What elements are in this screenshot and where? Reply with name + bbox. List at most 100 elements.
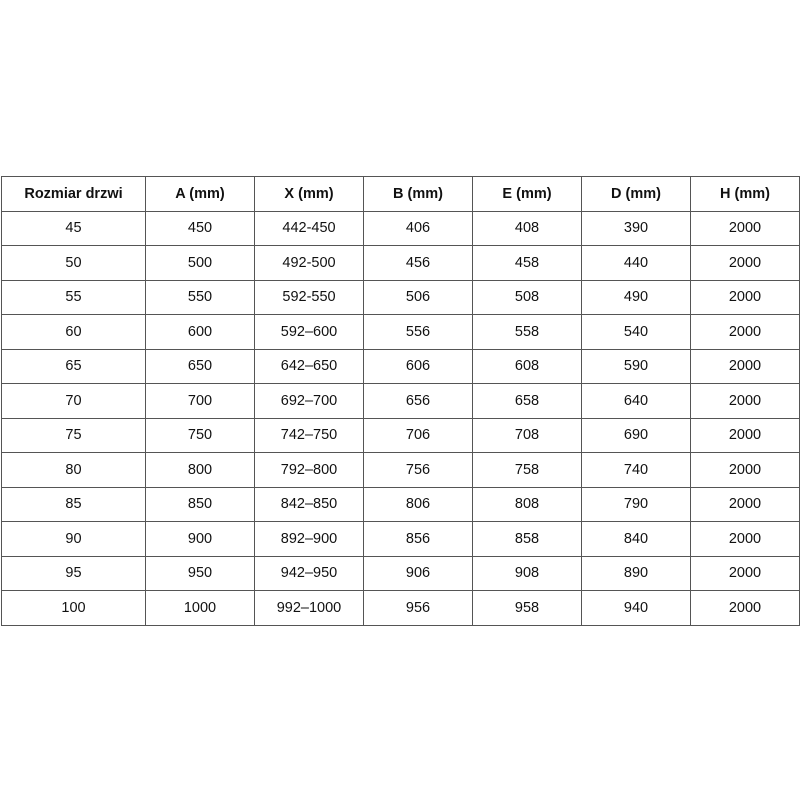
table-cell: 75	[1, 417, 146, 453]
table-cell: 2000	[690, 452, 800, 488]
table-cell: 2000	[690, 348, 800, 384]
table-cell: 100	[1, 590, 146, 626]
table-cell: 2000	[690, 210, 800, 246]
table-cell: 956	[363, 590, 473, 626]
table-row: 85 850 842–850 806 808 790 2000	[1, 486, 800, 522]
table-cell: 590	[581, 348, 691, 384]
table-cell: 558	[472, 314, 582, 350]
table-cell: 906	[363, 555, 473, 591]
table-cell: 492-500	[254, 245, 364, 281]
table-cell: 508	[472, 279, 582, 315]
table-cell: 406	[363, 210, 473, 246]
table-cell: 65	[1, 348, 146, 384]
table-cell: 2000	[690, 383, 800, 419]
table-cell: 450	[145, 210, 255, 246]
table-cell: 85	[1, 486, 146, 522]
table-cell: 1000	[145, 590, 255, 626]
table-row: 55 550 592-550 506 508 490 2000	[1, 279, 800, 315]
table-cell: 506	[363, 279, 473, 315]
table-cell: 95	[1, 555, 146, 591]
table-cell: 950	[145, 555, 255, 591]
column-header: B (mm)	[363, 176, 473, 212]
column-header: E (mm)	[472, 176, 582, 212]
table-cell: 550	[145, 279, 255, 315]
table-cell: 908	[472, 555, 582, 591]
table-cell: 50	[1, 245, 146, 281]
table-cell: 658	[472, 383, 582, 419]
table-cell: 942–950	[254, 555, 364, 591]
table-cell: 55	[1, 279, 146, 315]
table-cell: 790	[581, 486, 691, 522]
table-cell: 750	[145, 417, 255, 453]
table-cell: 840	[581, 521, 691, 557]
table-cell: 806	[363, 486, 473, 522]
table-cell: 640	[581, 383, 691, 419]
table-cell: 900	[145, 521, 255, 557]
table-cell: 758	[472, 452, 582, 488]
table-row: 95 950 942–950 906 908 890 2000	[1, 555, 800, 591]
table-cell: 2000	[690, 279, 800, 315]
header-row: Rozmiar drzwi A (mm) X (mm) B (mm) E (mm) D (…	[1, 176, 800, 212]
column-header: H (mm)	[690, 176, 800, 212]
table-cell: 850	[145, 486, 255, 522]
table-cell: 442-450	[254, 210, 364, 246]
table-cell: 690	[581, 417, 691, 453]
table-cell: 2000	[690, 314, 800, 350]
table-cell: 642–650	[254, 348, 364, 384]
table-cell: 958	[472, 590, 582, 626]
table-cell: 858	[472, 521, 582, 557]
table-cell: 556	[363, 314, 473, 350]
table-cell: 742–750	[254, 417, 364, 453]
table-cell: 70	[1, 383, 146, 419]
table-cell: 500	[145, 245, 255, 281]
table-cell: 792–800	[254, 452, 364, 488]
table-cell: 608	[472, 348, 582, 384]
table-row: 70 700 692–700 656 658 640 2000	[1, 383, 800, 419]
table-cell: 540	[581, 314, 691, 350]
table-cell: 592–600	[254, 314, 364, 350]
table-cell: 2000	[690, 417, 800, 453]
table-row: 75 750 742–750 706 708 690 2000	[1, 417, 800, 453]
table-cell: 592-550	[254, 279, 364, 315]
table-cell: 600	[145, 314, 255, 350]
table-cell: 800	[145, 452, 255, 488]
table-cell: 45	[1, 210, 146, 246]
table-cell: 2000	[690, 521, 800, 557]
table-cell: 408	[472, 210, 582, 246]
table-cell: 842–850	[254, 486, 364, 522]
table-row: 60 600 592–600 556 558 540 2000	[1, 314, 800, 350]
table-row: 90 900 892–900 856 858 840 2000	[1, 521, 800, 557]
table-cell: 606	[363, 348, 473, 384]
table-cell: 650	[145, 348, 255, 384]
table-row: 80 800 792–800 756 758 740 2000	[1, 452, 800, 488]
table-cell: 2000	[690, 486, 800, 522]
table-cell: 2000	[690, 555, 800, 591]
table-cell: 992–1000	[254, 590, 364, 626]
table-row: 45 450 442-450 406 408 390 2000	[1, 210, 800, 246]
table-cell: 700	[145, 383, 255, 419]
table-cell: 456	[363, 245, 473, 281]
table-cell: 490	[581, 279, 691, 315]
column-header: A (mm)	[145, 176, 255, 212]
table-cell: 2000	[690, 245, 800, 281]
table-cell: 708	[472, 417, 582, 453]
table-cell: 856	[363, 521, 473, 557]
table-cell: 656	[363, 383, 473, 419]
table-cell: 2000	[690, 590, 800, 626]
table-cell: 740	[581, 452, 691, 488]
table-cell: 892–900	[254, 521, 364, 557]
table-cell: 390	[581, 210, 691, 246]
table-cell: 90	[1, 521, 146, 557]
table-cell: 80	[1, 452, 146, 488]
table-cell: 756	[363, 452, 473, 488]
table-row: 50 500 492-500 456 458 440 2000	[1, 245, 800, 281]
table-cell: 808	[472, 486, 582, 522]
table-cell: 706	[363, 417, 473, 453]
column-header: D (mm)	[581, 176, 691, 212]
table-row: 100 1000 992–1000 956 958 940 2000	[1, 590, 800, 626]
table-cell: 458	[472, 245, 582, 281]
column-header: X (mm)	[254, 176, 364, 212]
table-row: 65 650 642–650 606 608 590 2000	[1, 348, 800, 384]
table-cell: 692–700	[254, 383, 364, 419]
table-cell: 60	[1, 314, 146, 350]
